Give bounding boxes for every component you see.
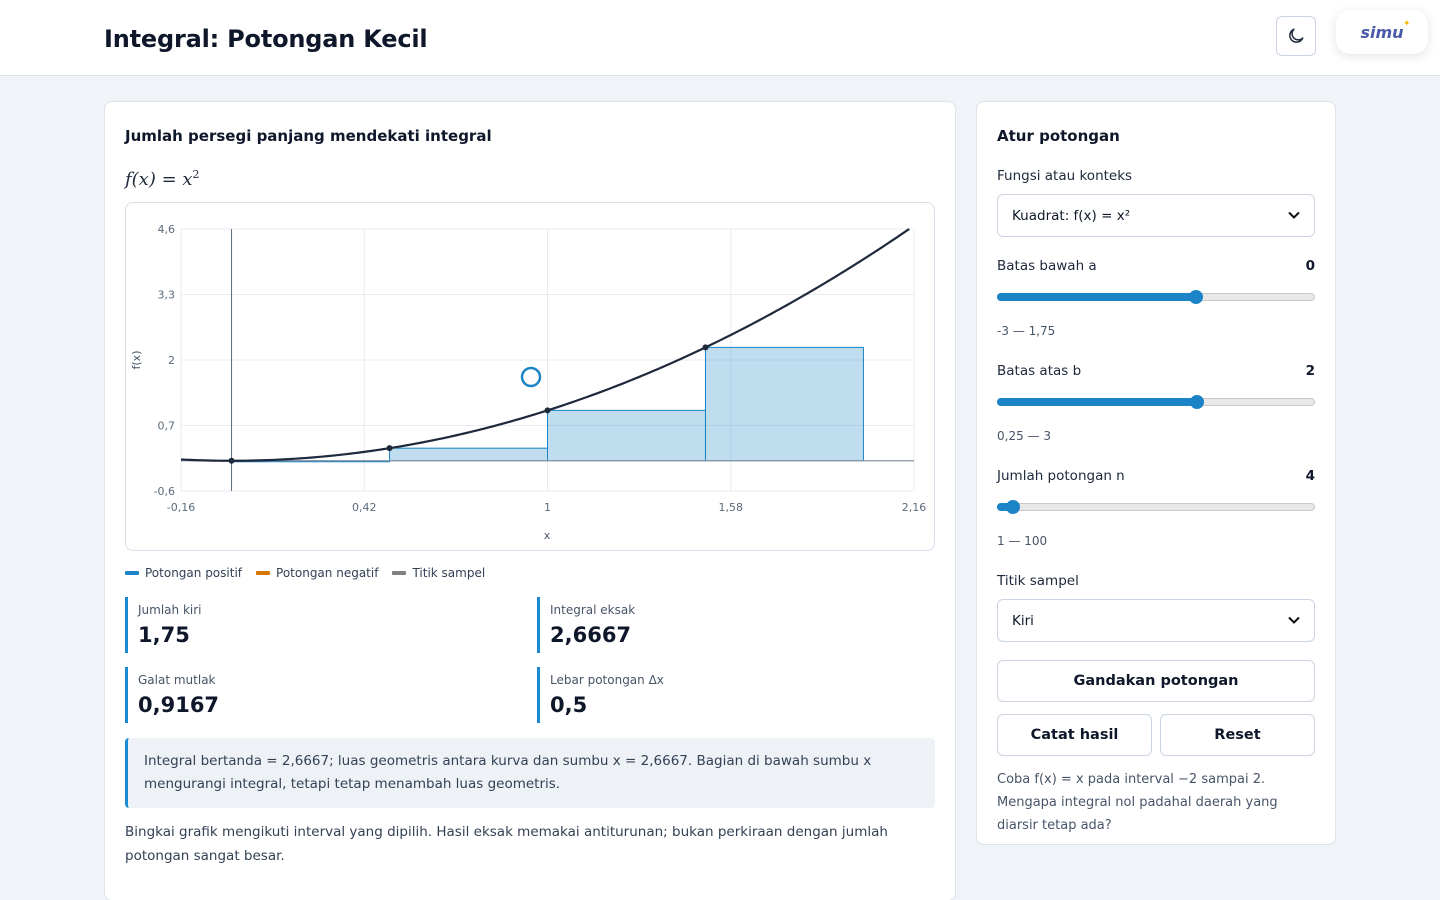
upper-bound-slider[interactable] [997,393,1315,411]
upper-bound-value: 2 [1305,363,1315,379]
slider-fill [997,398,1198,406]
card-title: Jumlah persegi panjang mendekati integra… [125,127,492,145]
sample-point [228,457,235,464]
lower-bound-slider[interactable] [997,288,1315,306]
x-tick-label: 2,16 [902,501,927,514]
slider-fill [997,503,1014,511]
riemann-rectangle [389,447,548,462]
y-tick-label: 2 [168,354,175,367]
x-tick-label: 1,58 [719,501,744,514]
lower-bound-label: Batas bawah a [997,258,1097,274]
exploration-hint: Coba f(x) = x pada interval −2 sampai 2.… [997,772,1278,833]
plot-legend: Potongan positif Potongan negatif Titik … [125,566,485,580]
slider-track [997,503,1315,511]
riemann-rectangle [547,409,706,462]
slice-count-label: Jumlah potongan n [997,468,1125,484]
legend-swatch-negative [256,571,271,575]
sample-point [702,344,709,351]
star-icon: ✦ [1402,18,1411,29]
slider-thumb[interactable] [1189,290,1203,304]
lower-bound-range: -3 — 1,75 [997,324,1056,338]
stat-label: Integral eksak [550,603,636,617]
slice-count-slider[interactable] [997,498,1315,516]
chevron-down-icon [1288,614,1300,627]
legend-swatch-positive [125,571,139,575]
stat-label: Lebar potongan Δx [550,673,664,687]
moon-icon [1289,28,1304,43]
slider-thumb[interactable] [1190,395,1205,409]
x-tick-label: 1 [544,501,551,514]
sample-point-label: Titik sampel [997,573,1079,589]
function-select[interactable]: Kuadrat: f(x) = x² [997,194,1315,237]
drag-handle[interactable] [520,366,542,388]
x-tick-label: 0,42 [352,501,377,514]
legend-swatch-sample [392,571,407,575]
upper-bound-range: 0,25 — 3 [997,429,1051,443]
lower-bound-value: 0 [1305,258,1315,274]
theme-toggle-button[interactable] [1276,16,1316,56]
slice-count-value: 4 [1305,468,1315,484]
stat-label: Jumlah kiri [138,603,202,617]
controls-title: Atur potongan [997,127,1120,145]
stat-slice-width: Lebar potongan Δx 0,5 [537,667,927,723]
controls-card: Atur potongan Fungsi atau konteks Kuadra… [976,101,1336,845]
upper-bound-label: Batas atas b [997,363,1082,379]
y-tick-label: 3,3 [158,289,176,302]
stat-value: 0,9167 [138,693,220,717]
x-tick-label: -0,16 [167,501,195,514]
y-tick-label: 4,6 [158,223,176,236]
stat-value: 0,5 [550,693,588,717]
legend-positive: Potongan positif [125,566,242,580]
logo-text: simu ✦ [1360,18,1411,42]
page-title: Integral: Potongan Kecil [104,25,428,53]
integral-note: Integral bertanda = 2,6667; luas geometr… [125,738,935,808]
sample-point-select-value: Kiri [1012,612,1034,629]
slider-thumb[interactable] [1006,500,1021,514]
visualization-card: Jumlah persegi panjang mendekati integra… [104,101,956,900]
sample-point-select[interactable]: Kiri [997,599,1315,642]
stat-value: 2,6667 [550,623,632,647]
x-axis-label: x [544,529,551,542]
stat-label: Galat mutlak [138,673,216,687]
plot-svg[interactable]: -0,16 0,42 1 1,58 2,16 -0,6 0,7 2 3,3 4,6 x f(x) [126,203,935,551]
sample-point [386,445,393,452]
stat-left-sum: Jumlah kiri 1,75 [125,597,515,653]
y-axis-label: f(x) [130,351,143,370]
y-tick-label: 0,7 [158,420,176,433]
record-result-button[interactable]: Catat hasil [997,714,1152,756]
slider-fill [997,293,1196,301]
function-formula: f(x) = x2 [125,168,200,190]
riemann-plot[interactable]: -0,16 0,42 1 1,58 2,16 -0,6 0,7 2 3,3 4,6 x f(x) [125,202,935,551]
riemann-rectangle [704,346,864,462]
sample-point [544,407,551,414]
chevron-down-icon [1288,209,1300,222]
function-select-value: Kuadrat: f(x) = x² [1012,207,1131,224]
brand-logo[interactable]: simu ✦ [1336,10,1428,54]
function-label: Fungsi atau konteks [997,168,1133,184]
legend-sample: Titik sampel [392,566,485,580]
y-tick-label: -0,6 [154,485,175,498]
legend-negative: Potongan negatif [256,566,378,580]
footnote: Bingkai grafik mengikuti interval yang d… [125,824,888,864]
stat-exact-integral: Integral eksak 2,6667 [537,597,927,653]
double-slices-button[interactable]: Gandakan potongan [997,660,1315,702]
reset-button[interactable]: Reset [1160,714,1315,756]
stat-absolute-error: Galat mutlak 0,9167 [125,667,515,723]
top-bar: Integral: Potongan Kecil simu ✦ [0,0,1440,76]
stat-value: 1,75 [138,623,190,647]
slice-count-range: 1 — 100 [997,534,1048,548]
